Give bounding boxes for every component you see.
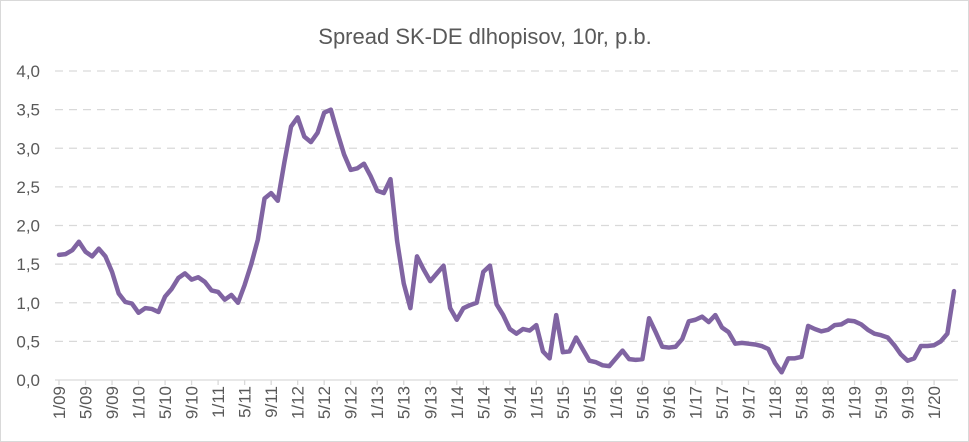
x-tick-label: 1/14 [448,386,467,419]
x-tick-label: 9/19 [899,386,918,419]
x-tick-label: 9/12 [342,386,361,419]
x-tick-label: 1/18 [766,386,785,419]
x-tick-label: 1/15 [527,386,546,419]
x-tick-label: 9/09 [103,386,122,419]
x-tick-label: 5/14 [474,386,493,419]
y-tick-label: 4,0 [16,62,40,81]
x-tick-label: 5/19 [872,386,891,419]
x-tick-label: 1/10 [130,386,149,419]
x-tick-label: 5/10 [156,386,175,419]
x-tick-label: 1/17 [686,386,705,419]
x-tick-label: 5/12 [315,386,334,419]
x-tick-label: 9/11 [262,386,281,418]
y-tick-label: 3,5 [16,101,40,120]
x-tick-label: 5/15 [554,386,573,419]
chart-title: Spread SK-DE dlhopisov, 10r, p.b. [318,24,651,49]
y-tick-label: 1,0 [16,294,40,313]
x-tick-label: 9/14 [501,386,520,419]
x-tick-label: 1/19 [846,386,865,419]
y-tick-label: 3,0 [16,139,40,158]
y-axis: 0,0 0,5 1,0 1,5 2,0 2,5 3,0 3,5 4,0 [16,62,40,390]
x-tick-label: 5/13 [395,386,414,419]
x-tick-label: 5/17 [713,386,732,419]
y-tick-label: 0,0 [16,371,40,390]
x-tick-label: 9/10 [183,386,202,419]
x-tick-label: 1/09 [50,386,69,419]
x-tick-label: 1/16 [607,386,626,419]
x-tick-label: 5/18 [793,386,812,419]
x-tick-label: 9/17 [739,386,758,419]
x-tick-label: 5/09 [77,386,96,419]
x-tick-label: 1/12 [289,386,308,419]
x-tick-label: 1/20 [925,386,944,419]
y-tick-label: 1,5 [16,255,40,274]
x-tick-label: 1/11 [209,386,228,418]
x-tick-label: 5/16 [633,386,652,419]
x-tick-label: 1/13 [368,386,387,419]
y-tick-label: 2,5 [16,178,40,197]
x-axis: 1/09 5/09 9/09 1/10 5/10 9/10 1/11 5/11 9/11 1/12… [50,380,944,419]
x-tick-label: 9/15 [580,386,599,419]
x-tick-label: 9/13 [421,386,440,419]
x-tick-label: 9/16 [660,386,679,419]
series-line [56,107,957,375]
gridlines [55,70,958,381]
x-tick-label: 9/18 [819,386,838,419]
y-tick-label: 2,0 [16,217,40,236]
y-tick-label: 0,5 [16,332,40,351]
series-group [56,107,957,375]
x-tick-label: 5/11 [236,386,255,418]
